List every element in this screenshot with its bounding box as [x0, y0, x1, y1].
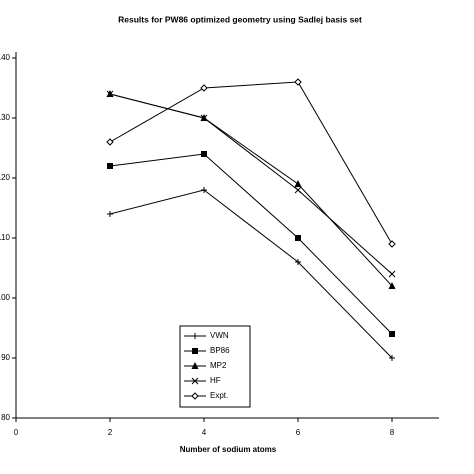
- y-tick-label: 80: [1, 413, 10, 422]
- legend-label: MP2: [210, 361, 227, 370]
- legend-label: VWN: [210, 331, 229, 340]
- marker: [200, 114, 208, 122]
- chart-title: Results for PW86 optimized geometry usin…: [118, 14, 362, 24]
- y-tick-label: 90: [1, 353, 10, 362]
- marker: [294, 186, 302, 194]
- series-line: [109, 81, 393, 245]
- x-tick-label: 6: [296, 428, 301, 437]
- series-line: [109, 189, 393, 359]
- x-tick-label: 8: [390, 428, 395, 437]
- marker: [106, 138, 114, 146]
- marker: [389, 355, 395, 361]
- legend-marker: [191, 392, 199, 400]
- legend-label: HF: [210, 376, 221, 385]
- marker: [388, 240, 396, 248]
- series-line: [109, 153, 393, 335]
- marker: [107, 211, 113, 217]
- x-tick-label: 2: [108, 428, 113, 437]
- marker: [294, 180, 302, 187]
- series-line: [109, 93, 393, 275]
- legend-marker: [192, 348, 198, 354]
- legend-label: Expt.: [210, 391, 228, 400]
- marker: [388, 282, 396, 289]
- marker: [389, 331, 395, 337]
- marker: [107, 163, 113, 169]
- legend-marker: [191, 377, 199, 385]
- y-tick-label: 100: [0, 293, 11, 302]
- marker: [200, 84, 208, 92]
- marker: [294, 78, 302, 86]
- legend-marker: [191, 362, 199, 369]
- y-tick-label: 130: [0, 113, 11, 122]
- x-tick-label: 4: [202, 428, 207, 437]
- y-tick-label: 120: [0, 173, 11, 182]
- marker: [295, 235, 301, 241]
- marker: [201, 151, 207, 157]
- legend-marker: [192, 333, 198, 339]
- series-line: [109, 93, 393, 287]
- marker: [295, 259, 301, 265]
- legend-label: BP86: [210, 346, 230, 355]
- x-axis-label: Number of sodium atoms: [180, 445, 277, 454]
- y-tick-label: 110: [0, 233, 11, 242]
- marker: [388, 270, 396, 278]
- marker: [106, 90, 114, 98]
- x-tick-label: 0: [14, 428, 19, 437]
- marker: [201, 187, 207, 193]
- y-tick-label: 140: [0, 53, 11, 62]
